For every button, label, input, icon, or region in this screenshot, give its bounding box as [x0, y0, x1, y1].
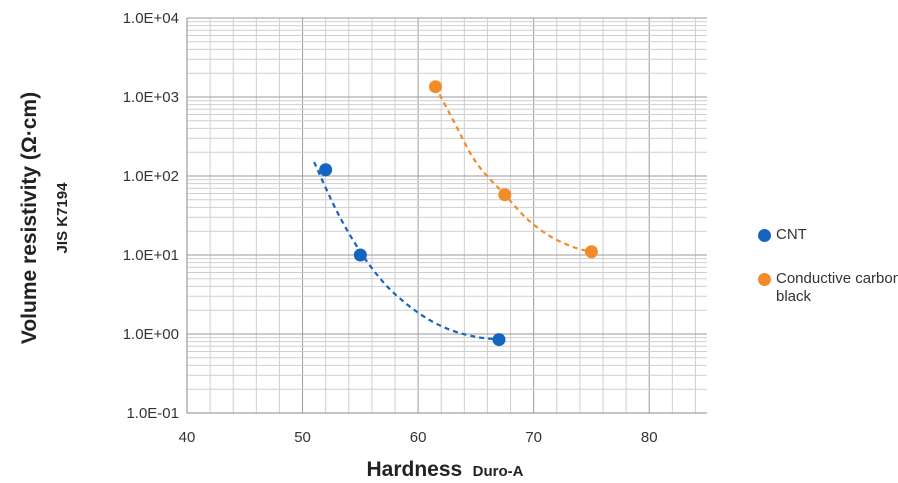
x-tick-label: 40	[179, 429, 196, 446]
legend-item-cnt: CNT	[758, 226, 898, 244]
y-tick-label: 1.0E+03	[123, 89, 179, 106]
data-point-series-0	[353, 248, 367, 262]
x-tick-label: 80	[641, 429, 658, 446]
x-axis-label-main: Hardness	[367, 458, 463, 481]
legend-item-carbon-black: Conductive carbon black	[758, 270, 898, 306]
plot-axes	[186, 18, 707, 414]
trend-lines	[313, 86, 592, 341]
data-point-series-1	[584, 245, 598, 259]
legend-label-carbon-black: Conductive carbon black	[776, 270, 898, 305]
legend-marker-carbon-black	[758, 273, 771, 286]
y-axis-label-sub: JIS K7194	[54, 182, 71, 254]
trend-line-series-1	[434, 86, 592, 253]
y-tick-label: 1.0E+01	[123, 247, 179, 264]
y-tick-label: 1.0E+02	[123, 168, 179, 185]
data-point-series-0	[319, 163, 333, 177]
y-tick-label: 1.0E+00	[123, 326, 179, 343]
y-tick-label: 1.0E+04	[123, 10, 179, 27]
plot-grid	[186, 17, 707, 414]
y-axis-label: Volume resistivity (Ω·cm)	[18, 92, 41, 344]
data-point-series-1	[428, 80, 442, 94]
x-tick-label: 70	[525, 429, 542, 446]
legend-marker-cnt	[758, 229, 771, 242]
data-point-series-0	[492, 333, 506, 347]
trend-line-series-0	[313, 161, 500, 341]
legend-label-cnt: CNT	[776, 226, 807, 243]
x-axis-label: Hardness Duro-A	[367, 458, 524, 481]
tick-labels: 40 50 60 70 80 1.0E-01 1.0E+00 1.0E+01 1.0E+02 1.…	[123, 10, 658, 446]
data-points	[319, 80, 598, 347]
y-tick-label: 1.0E-01	[126, 405, 179, 422]
data-point-series-1	[498, 188, 512, 202]
x-tick-label: 60	[410, 429, 427, 446]
x-axis-label-sub: Duro-A	[473, 463, 524, 480]
x-tick-label: 50	[294, 429, 311, 446]
legend: CNT Conductive carbon black	[758, 226, 898, 332]
